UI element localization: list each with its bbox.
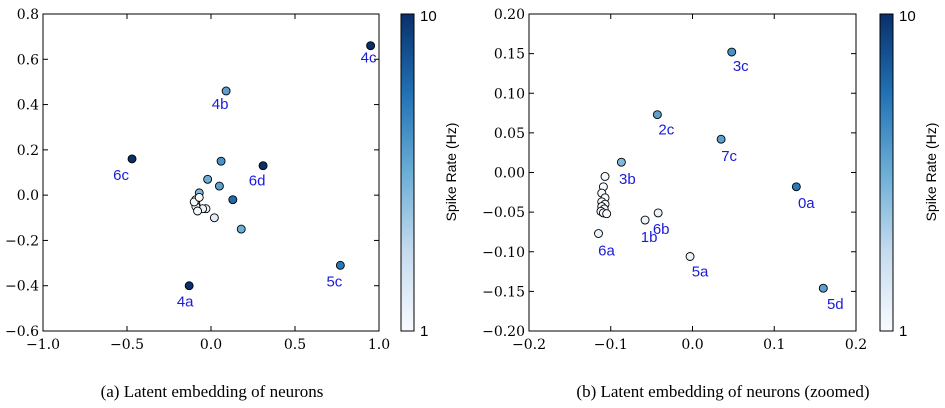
colorbar-a (400, 13, 415, 332)
scatter-point-a (194, 192, 204, 202)
caption-b: (b) Latent embedding of neurons (zoomed) (576, 382, 869, 401)
y-tick-label-b: 0.20 (494, 7, 525, 23)
scatter-point-b (594, 229, 603, 238)
y-tick-label-a: −0.4 (5, 279, 39, 295)
scatter-point-a (193, 206, 203, 216)
colorbar-b (879, 13, 894, 332)
colorbar-a-min: 1 (420, 323, 428, 340)
point-label-2c: 2c (658, 122, 674, 139)
scatter-point-b (727, 47, 737, 57)
scatter-point-a (184, 281, 194, 291)
point-label-0a: 0a (798, 195, 815, 212)
x-tick-label-a: −0.5 (110, 337, 144, 353)
colorbar-b-min: 1 (899, 323, 907, 340)
x-tick-label-a: −1.0 (26, 337, 60, 353)
x-tick-label-b: 0.1 (763, 337, 785, 353)
y-tick-label-a: 0.4 (17, 98, 39, 114)
scatter-point-b (640, 215, 650, 225)
scatter-point-a (258, 161, 268, 171)
x-tick-label-a: 0.0 (200, 337, 222, 353)
colorbar-a-max: 10 (420, 8, 437, 25)
scatter-point-a (335, 260, 345, 270)
scatter-point-b (818, 283, 828, 293)
y-tick-label-a: −0.6 (5, 324, 39, 340)
point-label-3b: 3b (619, 171, 636, 188)
scatter-point-a (216, 156, 226, 166)
point-label-4c: 4c (361, 50, 377, 67)
y-tick-label-b: 0.10 (494, 86, 525, 102)
scatter-point-a (236, 224, 246, 234)
scatter-point-b (653, 208, 663, 218)
scatter-point-a (228, 195, 238, 205)
colorbar-b-max: 10 (899, 8, 916, 25)
points-b (594, 47, 828, 293)
point-labels-a: 4c 4b 6c 6d 5c 4a (113, 50, 377, 311)
point-label-5c: 5c (326, 273, 342, 290)
x-tick-label-a: 1.0 (368, 337, 390, 353)
caption-a: (a) Latent embedding of neurons (101, 382, 324, 401)
point-label-5a: 5a (692, 264, 709, 281)
scatter-point-a (214, 181, 224, 191)
scatter-point-a (209, 213, 219, 223)
y-tick-label-b: −0.05 (482, 205, 525, 221)
x-tick-label-b: −0.1 (594, 337, 628, 353)
ticks-b: −0.2 −0.1 0.0 0.1 0.2 −0.20 −0.15 −0.10 −0.05 0.0… (482, 7, 867, 353)
point-label-6b: 6b (653, 221, 670, 238)
y-tick-label-a: −0.2 (5, 233, 39, 249)
panel-a: −1.0 −0.5 0.0 0.5 1.0 −0.6 −0.4 −0.2 0.0 0.2 0.4 0.… (5, 7, 459, 401)
point-label-3c: 3c (733, 58, 749, 75)
y-tick-label-b: 0.00 (494, 166, 525, 182)
x-tick-label-a: 0.5 (284, 337, 306, 353)
plot-area-b (528, 13, 857, 332)
scatter-point-b (652, 110, 662, 120)
colorbar-b-label: Spike Rate (Hz) (923, 123, 939, 222)
x-tick-label-b: 0.0 (681, 337, 703, 353)
y-tick-label-a: 0.6 (17, 52, 39, 68)
panel-b: −0.2 −0.1 0.0 0.1 0.2 −0.20 −0.15 −0.10 −0.05 0.0… (482, 7, 939, 401)
scatter-point-b (685, 252, 695, 261)
y-tick-label-b: −0.10 (482, 245, 525, 261)
y-tick-label-a: 0.2 (17, 143, 39, 159)
point-label-6c: 6c (113, 167, 129, 184)
points-a (127, 41, 376, 291)
scatter-point-a (366, 41, 376, 51)
colorbar-a-label: Spike Rate (Hz) (443, 123, 459, 222)
y-tick-label-b: 0.15 (494, 47, 525, 63)
scatter-point-b (616, 157, 626, 167)
point-label-6a: 6a (598, 243, 615, 260)
ticks-a: −1.0 −0.5 0.0 0.5 1.0 −0.6 −0.4 −0.2 0.0 0.2 0.4 0.… (5, 7, 390, 353)
point-label-5d: 5d (827, 296, 844, 313)
y-tick-label-a: 0.0 (17, 188, 39, 204)
y-tick-label-b: −0.15 (482, 284, 525, 300)
y-tick-label-a: 0.8 (17, 7, 39, 23)
y-tick-label-b: 0.05 (494, 126, 525, 142)
point-label-4b: 4b (212, 96, 229, 113)
x-tick-label-b: 0.2 (845, 337, 867, 353)
y-tick-label-b: −0.20 (482, 324, 525, 340)
scatter-point-b (602, 209, 612, 219)
point-label-1b: 1b (641, 229, 658, 246)
scatter-point-b (600, 172, 610, 181)
scatter-point-b (716, 134, 726, 144)
scatter-point-b (791, 182, 801, 192)
point-label-4a: 4a (177, 294, 194, 311)
point-label-6d: 6d (249, 173, 266, 190)
scatter-point-a (127, 154, 137, 164)
point-label-7c: 7c (721, 148, 737, 165)
scatter-point-a (203, 174, 213, 184)
x-tick-label-b: −0.2 (512, 337, 546, 353)
scatter-point-a (221, 86, 231, 96)
